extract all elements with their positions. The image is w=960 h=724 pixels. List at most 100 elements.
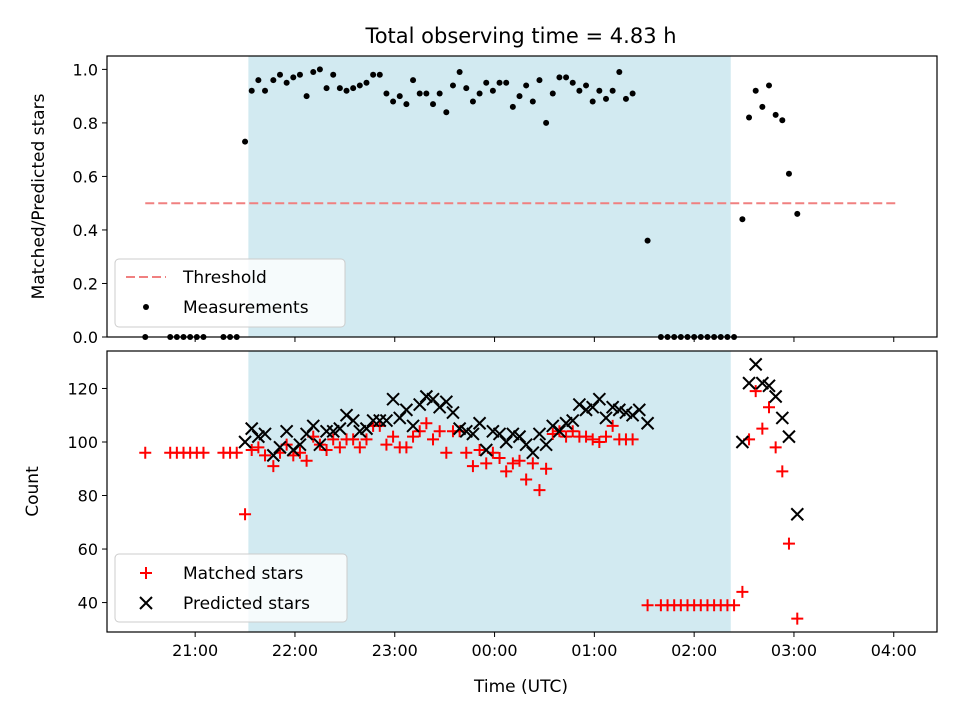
data-point xyxy=(303,93,310,100)
data-point xyxy=(592,392,607,406)
data-point xyxy=(420,417,433,430)
data-point xyxy=(336,85,343,92)
data-point xyxy=(599,430,612,443)
data-point xyxy=(197,446,210,459)
data-point xyxy=(779,117,786,124)
data-point xyxy=(290,74,297,81)
data-point xyxy=(739,216,746,223)
data-point xyxy=(279,424,294,438)
data-point xyxy=(139,446,152,459)
chart-panels: 0.0 0.2 0.4 0.6 0.8 1.0 Matched/Predicted star… xyxy=(23,55,938,660)
data-point xyxy=(749,385,762,398)
data-point xyxy=(609,87,616,94)
data-point xyxy=(466,427,480,441)
data-point xyxy=(569,79,576,86)
legend-measurement-swatch xyxy=(143,304,149,310)
x-tick-label: 00:00 xyxy=(472,641,518,660)
data-point xyxy=(423,90,430,97)
data-point xyxy=(748,357,763,372)
data-point xyxy=(416,90,423,97)
data-point xyxy=(363,79,370,86)
data-point xyxy=(427,433,440,446)
data-point xyxy=(433,425,446,438)
data-point xyxy=(509,103,516,110)
y-tick-label: 1.0 xyxy=(73,60,98,79)
data-point xyxy=(403,101,410,108)
data-point xyxy=(483,79,490,86)
data-point xyxy=(563,74,570,81)
data-point xyxy=(262,87,269,94)
data-point xyxy=(350,85,357,92)
data-point xyxy=(489,87,496,94)
data-point xyxy=(616,69,623,76)
data-point xyxy=(775,411,790,425)
data-point xyxy=(252,441,265,454)
data-point xyxy=(242,138,249,145)
legend-predicted-swatch xyxy=(139,596,153,610)
data-point xyxy=(439,395,454,409)
data-point xyxy=(376,71,383,78)
data-point xyxy=(360,433,373,446)
data-point xyxy=(316,66,323,73)
data-point xyxy=(560,430,573,443)
series-predicted-stars xyxy=(238,357,804,521)
data-point xyxy=(742,376,756,390)
data-point xyxy=(586,433,599,446)
legend-label: Threshold xyxy=(182,268,267,288)
data-point xyxy=(239,508,252,521)
data-point xyxy=(259,449,272,462)
y-tick-label: 60 xyxy=(78,540,98,559)
data-point xyxy=(539,437,553,452)
data-point xyxy=(794,210,801,217)
data-point xyxy=(320,444,333,457)
data-point xyxy=(526,457,539,470)
data-point xyxy=(556,74,563,81)
data-point xyxy=(472,416,487,430)
data-point xyxy=(370,71,377,78)
data-point xyxy=(270,77,277,84)
data-point xyxy=(599,411,613,425)
data-point xyxy=(766,82,773,89)
data-point xyxy=(644,237,651,244)
data-point xyxy=(379,413,394,428)
data-point xyxy=(466,460,479,473)
data-point xyxy=(523,82,530,89)
data-point xyxy=(430,101,437,108)
data-point xyxy=(387,430,400,443)
x-axis-label: Time (UTC) xyxy=(473,677,568,697)
data-point xyxy=(593,435,606,448)
data-point xyxy=(580,430,593,443)
data-point xyxy=(513,454,526,467)
data-point xyxy=(626,433,639,446)
data-point xyxy=(536,77,543,84)
data-point xyxy=(306,419,320,433)
data-point xyxy=(735,435,750,449)
data-point xyxy=(762,379,776,393)
plot-frame xyxy=(106,350,938,633)
data-point xyxy=(255,77,262,84)
legend-label: Measurements xyxy=(183,298,309,318)
x-tick-label: 01:00 xyxy=(571,641,617,660)
data-point xyxy=(782,429,796,444)
data-point xyxy=(769,441,782,454)
data-point xyxy=(460,446,473,459)
data-point xyxy=(549,90,556,97)
data-point xyxy=(396,93,403,100)
data-point xyxy=(333,421,347,436)
x-tick-label: 23:00 xyxy=(372,641,418,660)
data-point xyxy=(768,389,783,404)
y-axis-label: Count xyxy=(23,466,43,517)
data-point xyxy=(436,90,443,97)
data-point xyxy=(520,473,533,486)
data-point xyxy=(456,69,463,76)
data-point xyxy=(476,90,483,97)
data-point xyxy=(526,445,540,460)
data-point xyxy=(469,98,476,105)
data-point xyxy=(267,460,280,473)
y-tick-label: 0.2 xyxy=(73,274,98,293)
data-point xyxy=(248,87,255,94)
data-point xyxy=(640,416,655,430)
data-point xyxy=(782,537,795,550)
data-point xyxy=(506,457,519,470)
